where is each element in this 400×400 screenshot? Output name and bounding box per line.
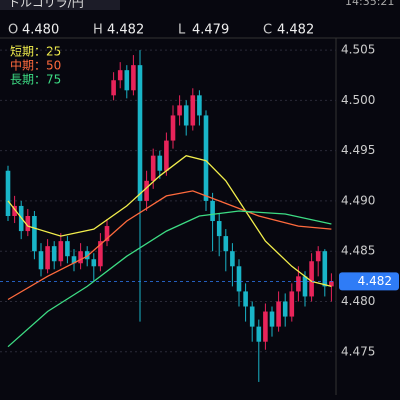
last-price-label: 4.482 bbox=[358, 274, 392, 288]
candle-body bbox=[104, 226, 110, 242]
ohlc-key: H bbox=[93, 23, 103, 38]
candle-body bbox=[65, 241, 70, 257]
candle-body bbox=[157, 155, 163, 171]
candle-body bbox=[32, 215, 37, 252]
candle-body bbox=[137, 65, 143, 201]
ohlc-value: 4.479 bbox=[192, 23, 229, 38]
legend-entry: 中期：50 bbox=[10, 58, 61, 73]
candle-body bbox=[210, 200, 215, 222]
candle-body bbox=[177, 105, 182, 116]
candle-body bbox=[322, 251, 328, 287]
candle-body bbox=[256, 326, 262, 342]
candle-body bbox=[71, 256, 77, 264]
legend-entry: 短期：25 bbox=[10, 45, 61, 59]
candle-body bbox=[91, 259, 97, 267]
candle-body bbox=[150, 155, 156, 181]
candle-body bbox=[190, 95, 196, 126]
ohlc-key: C bbox=[263, 23, 272, 38]
candle-body bbox=[58, 241, 64, 262]
candle-body bbox=[131, 65, 136, 91]
candle-body bbox=[45, 246, 50, 270]
y-tick-label: 4.500 bbox=[341, 93, 375, 107]
y-tick-label: 4.475 bbox=[341, 344, 375, 358]
candle-body bbox=[183, 105, 189, 126]
candle-body bbox=[25, 215, 31, 232]
legend-entry: 長期：75 bbox=[10, 73, 61, 87]
candle-body bbox=[223, 236, 229, 252]
candle-body bbox=[282, 301, 288, 317]
ohlc-value: 4.480 bbox=[22, 23, 59, 38]
candle-body bbox=[124, 70, 130, 91]
candle-body bbox=[117, 70, 123, 81]
clock: 14:35:21 bbox=[345, 0, 394, 8]
candle-body bbox=[197, 95, 202, 116]
candle-body bbox=[111, 80, 116, 96]
candle-body bbox=[98, 241, 103, 267]
candle-body bbox=[38, 251, 44, 270]
y-tick-label: 4.495 bbox=[341, 143, 375, 157]
candle-body bbox=[51, 246, 57, 262]
pair-title: トルコリラ/円 bbox=[8, 0, 84, 10]
moving-average-line bbox=[7, 154, 332, 288]
moving-average-line bbox=[7, 210, 332, 348]
candle-body bbox=[276, 301, 281, 327]
ohlc-value: 4.482 bbox=[107, 23, 144, 38]
candle-body bbox=[78, 251, 83, 264]
y-tick-label: 4.480 bbox=[341, 294, 375, 308]
candle-body bbox=[144, 180, 149, 201]
candle-body bbox=[243, 291, 248, 307]
ohlc-key: L bbox=[178, 23, 186, 38]
candle-body bbox=[230, 251, 235, 267]
candle-body bbox=[164, 140, 169, 171]
candle-body bbox=[249, 306, 255, 327]
candle-body bbox=[12, 205, 17, 216]
candle-body bbox=[203, 115, 209, 201]
ohlc-key: O bbox=[8, 23, 18, 38]
candle-body bbox=[216, 221, 222, 237]
candle-body bbox=[269, 311, 275, 327]
candle-body bbox=[5, 170, 11, 216]
candle-body bbox=[302, 276, 308, 297]
y-tick-label: 4.490 bbox=[341, 193, 375, 207]
y-tick-label: 4.485 bbox=[341, 244, 375, 258]
candle-body bbox=[170, 115, 176, 141]
y-tick-label: 4.505 bbox=[341, 43, 375, 57]
candle-body bbox=[236, 266, 242, 292]
last-price-box bbox=[339, 272, 399, 291]
candle-body bbox=[296, 276, 301, 292]
candle-body bbox=[315, 251, 321, 262]
candle-body bbox=[84, 251, 90, 260]
candle-body bbox=[289, 291, 295, 317]
moving-average-line bbox=[7, 190, 332, 301]
tab[interactable] bbox=[0, 0, 120, 10]
ohlc-value: 4.482 bbox=[277, 23, 314, 38]
candle-body bbox=[329, 281, 334, 287]
candle-body bbox=[263, 311, 268, 342]
candle-body bbox=[309, 261, 314, 297]
